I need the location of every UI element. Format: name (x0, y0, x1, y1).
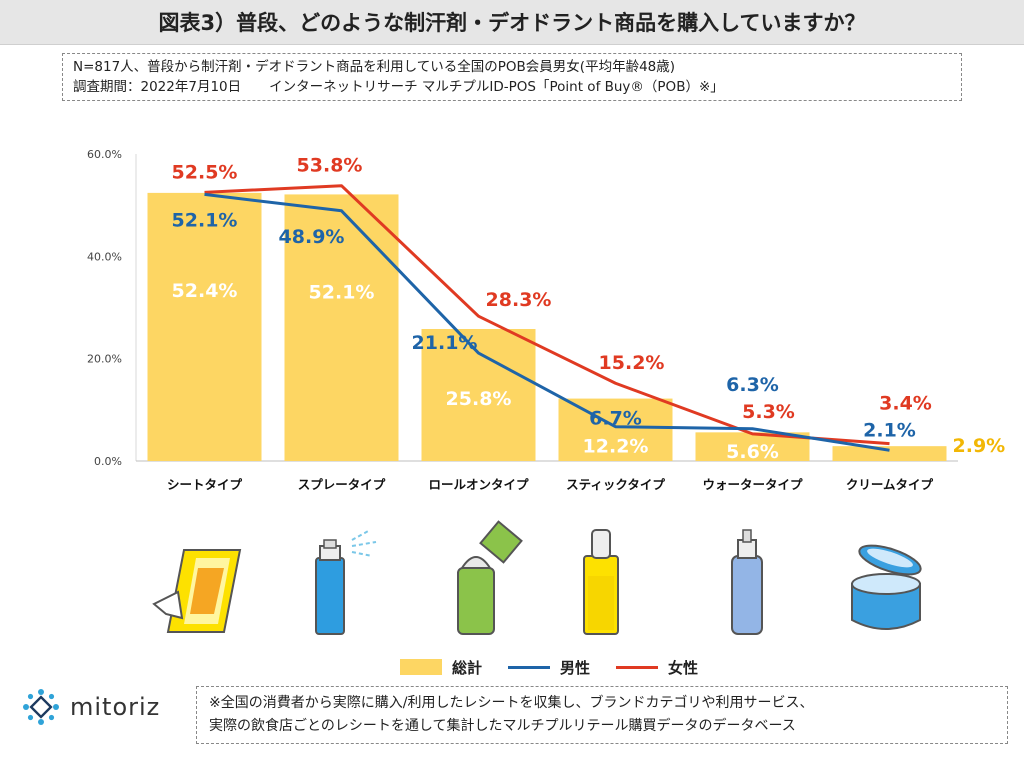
data-label-male: 6.7% (589, 408, 642, 430)
legend-swatch-total (400, 659, 442, 675)
data-label-total: 25.8% (446, 388, 512, 410)
y-tick-label: 60.0% (87, 148, 122, 161)
legend-label-total: 総計 (452, 658, 483, 677)
category-label: スティックタイプ (566, 477, 665, 492)
bar-total (558, 398, 673, 461)
footnote: ※全国の消費者から実際に購入/利用したレシートを収集し、ブランドカテゴリや利用サ… (196, 686, 1008, 744)
category-label: シートタイプ (167, 477, 243, 492)
legend-item-male: 男性 (508, 657, 590, 678)
legend-swatch-male (508, 665, 551, 669)
line-male (204, 192, 890, 452)
data-label-male: 2.1% (863, 419, 916, 441)
sheet-wipe-icon (152, 549, 242, 633)
spray-can-icon (315, 529, 377, 635)
product-icons (152, 520, 922, 635)
page-title: 図表3）普段、どのような制汗剤・デオドラント商品を購入していますか？ (0, 0, 1024, 45)
data-label-male: 21.1% (412, 332, 478, 354)
cream-jar-icon (851, 544, 922, 630)
data-label-male: 48.9% (279, 226, 345, 248)
legend-item-total: 総計 (400, 657, 482, 678)
category-label: クリームタイプ (846, 477, 934, 492)
data-label-total: 52.1% (309, 281, 375, 303)
y-tick-label: 0.0% (94, 455, 122, 468)
data-label-total: 12.2% (583, 436, 649, 458)
data-label-total: 2.9% (953, 435, 1006, 457)
category-label: ロールオンタイプ (428, 477, 529, 492)
legend-swatch-female (616, 665, 659, 669)
survey-note: N=817人、普段から制汗剤・デオドラント商品を利用している全国のPOB会員男女… (62, 53, 962, 101)
data-label-female: 28.3% (486, 289, 552, 311)
bar-total (832, 446, 947, 461)
bar-total (147, 192, 262, 461)
roll-on-icon (457, 520, 523, 635)
brand-logo: mitoriz (22, 688, 160, 726)
y-tick-label: 40.0% (87, 250, 122, 263)
legend: 総計 男性 女性 (400, 656, 724, 678)
legend-label-male: 男性 (560, 658, 591, 677)
data-label-female: 53.8% (297, 155, 363, 177)
data-label-total: 5.6% (726, 441, 779, 463)
survey-note-line1: N=817人、普段から制汗剤・デオドラント商品を利用している全国のPOB会員男女… (73, 59, 676, 75)
data-label-female: 52.5% (172, 161, 238, 183)
stick-icon (583, 529, 619, 635)
data-label-total: 52.4% (172, 280, 238, 302)
category-label: ウォータータイプ (702, 477, 803, 492)
data-label-female: 5.3% (742, 401, 795, 423)
logo-text: mitoriz (70, 693, 161, 721)
footnote-line1: ※全国の消費者から実際に購入/利用したレシートを収集し、ブランドカテゴリや利用サ… (209, 695, 814, 711)
water-bottle-icon (731, 529, 763, 635)
chart-area: 0.0% 20.0% 40.0% 60.0% 52.4% 52.1% 25.8% 12.2%… (87, 148, 1006, 492)
legend-label-female: 女性 (668, 658, 699, 677)
bar-total (284, 194, 399, 461)
footnote-line2: 実際の飲食店ごとのレシートを通して集計したマルチプルリテール購買データのデータベ… (209, 718, 796, 734)
y-tick-label: 20.0% (87, 353, 122, 366)
survey-note-line2: 調査期間：2022年7月10日 インターネットリサーチ マルチプルID-POS「P… (73, 77, 951, 97)
survey-period: 調査期間：2022年7月10日 (73, 79, 242, 95)
data-label-male: 6.3% (726, 374, 779, 396)
data-label-female: 15.2% (599, 352, 665, 374)
data-label-female: 3.4% (879, 393, 932, 415)
category-label: スプレータイプ (298, 477, 386, 492)
data-label-male: 52.1% (172, 209, 238, 231)
mitoriz-logo-icon (23, 689, 59, 725)
survey-method: インターネットリサーチ マルチプルID-POS「Point of Buy®（PO… (269, 79, 724, 95)
line-female (204, 184, 890, 446)
legend-item-female: 女性 (616, 657, 698, 678)
